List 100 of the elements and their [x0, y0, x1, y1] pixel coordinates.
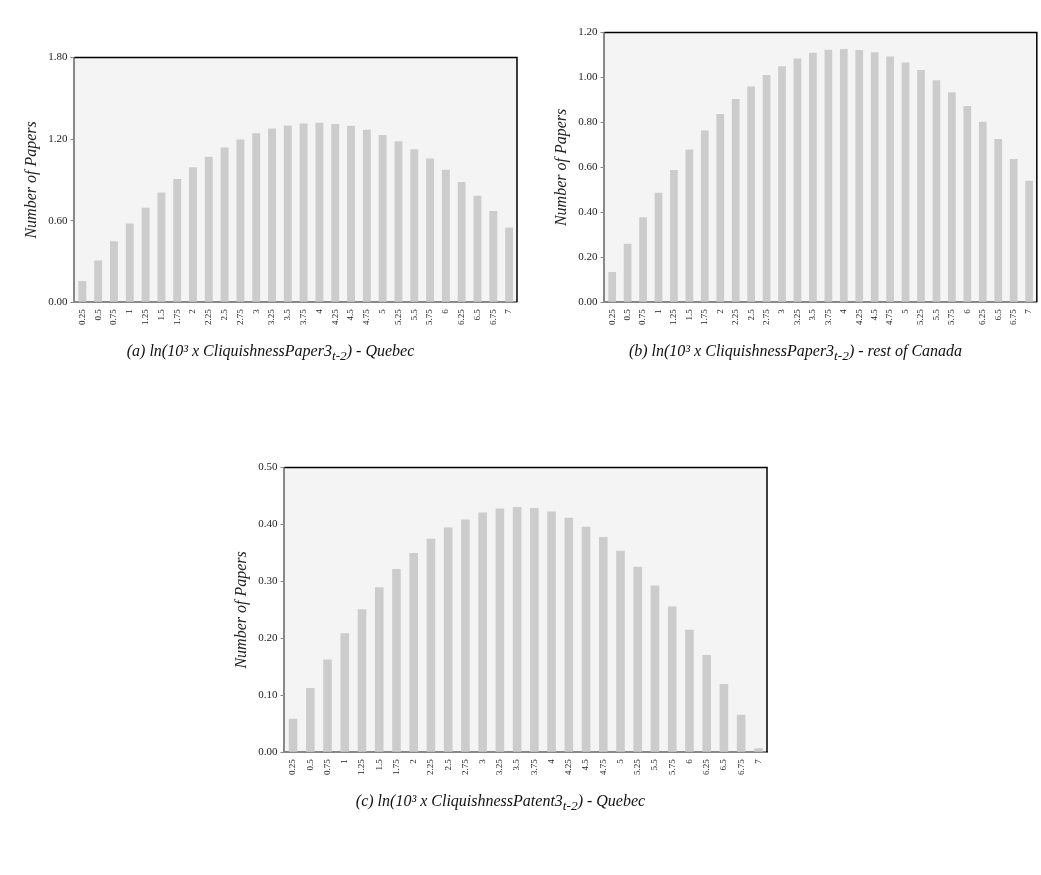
bar [478, 512, 487, 752]
bar [125, 223, 134, 302]
x-tick-label: 1.75 [699, 308, 710, 325]
bar [731, 99, 740, 302]
bar [340, 633, 350, 752]
bar [809, 52, 817, 302]
x-tick-label: 3.5 [282, 308, 293, 321]
bar [670, 170, 678, 302]
x-tick-label: 6.25 [456, 308, 467, 325]
x-tick-label: 6 [683, 758, 694, 764]
x-tick-label: 2 [714, 309, 725, 314]
x-tick-label: 3.25 [791, 308, 802, 325]
x-tick-label: 7 [503, 308, 514, 314]
x-tick-label: 4.5 [345, 308, 356, 321]
bar [948, 92, 956, 302]
bar [608, 271, 617, 302]
bar [716, 113, 725, 302]
x-tick-label: 5.25 [915, 308, 926, 325]
x-tick-label: 6 [961, 308, 972, 314]
bar [978, 121, 987, 302]
x-tick-label: 0.5 [304, 758, 315, 771]
bar [685, 629, 694, 752]
x-tick-label: 5.75 [946, 308, 957, 325]
y-tick-label: 0.00 [578, 295, 598, 308]
x-tick-label: 1.5 [373, 758, 384, 771]
x-tick-label: 0.25 [76, 308, 87, 325]
x-tick-label: 0.5 [621, 308, 632, 321]
x-tick-label: 6 [440, 308, 451, 314]
x-tick-label: 3.5 [807, 308, 818, 321]
bar [1025, 180, 1033, 302]
bar [623, 243, 632, 302]
bar [374, 587, 384, 752]
x-tick-label: 6.75 [1008, 308, 1019, 325]
bar [702, 654, 711, 752]
x-tick-label: 5 [377, 308, 388, 314]
x-tick-label: 3 [776, 308, 787, 314]
x-tick-label: 2.25 [203, 308, 214, 325]
x-tick-label: 5.5 [930, 308, 941, 321]
bar [917, 69, 925, 302]
bar [331, 123, 340, 302]
y-tick-label: 0.20 [258, 631, 278, 644]
bar [762, 75, 771, 302]
bar [633, 566, 643, 752]
x-tick-label: 4.25 [853, 308, 864, 325]
bar [378, 134, 387, 302]
x-tick-label: 0.75 [637, 308, 648, 325]
bar [530, 508, 539, 752]
x-tick-label: 5.5 [649, 758, 660, 771]
x-tick-label: 3.75 [528, 758, 539, 775]
bar [495, 508, 505, 752]
bar [547, 511, 556, 752]
bar [141, 207, 150, 302]
x-tick-label: 3.75 [297, 308, 308, 325]
bar [392, 568, 401, 752]
bar [305, 687, 315, 752]
bar [315, 122, 324, 302]
y-tick-label: 0.10 [258, 688, 278, 701]
bar [824, 49, 833, 302]
x-tick-label: 0.5 [92, 308, 103, 321]
bar [932, 80, 941, 302]
bar [204, 156, 213, 302]
x-tick-label: 4.25 [563, 758, 574, 775]
x-tick-label: 7 [1023, 308, 1034, 314]
bar [654, 192, 663, 302]
text: (c) ln(10³ x CliquishnessPatent3$_{t-2}$) - Quebec [354, 792, 647, 815]
x-tick-label: 6.75 [487, 308, 498, 325]
bar [489, 211, 498, 302]
x-tick-label: 3.75 [822, 308, 833, 325]
x-tick-label: 2.75 [234, 308, 245, 325]
bar [512, 506, 522, 752]
bar [110, 241, 118, 302]
bar [236, 139, 245, 302]
bar [839, 49, 848, 302]
x-tick-label: 1 [124, 309, 135, 314]
x-tick-label: 6.75 [735, 758, 746, 775]
y-axis-title: Number of Papers [21, 121, 40, 240]
x-tick-label: 5.5 [408, 308, 419, 321]
y-tick-label: 0.40 [258, 517, 278, 530]
bar [288, 718, 298, 752]
y-tick-label: 1.20 [48, 132, 68, 145]
x-tick-label: 0.25 [606, 308, 617, 325]
x-tick-label: 2.5 [218, 308, 229, 321]
bar [426, 538, 436, 752]
bar [700, 130, 709, 302]
x-tick-label: 1.5 [683, 308, 694, 321]
x-tick-label: 4 [545, 758, 556, 764]
x-tick-label: 4.75 [361, 308, 372, 325]
x-tick-label: 1.75 [171, 308, 182, 325]
x-tick-label: 2.5 [745, 308, 756, 321]
bar [409, 553, 419, 752]
bar [323, 659, 332, 752]
bar [598, 537, 608, 752]
x-tick-label: 1.5 [155, 308, 166, 321]
y-tick-label: 0.00 [48, 295, 68, 308]
y-tick-label: 0.30 [258, 574, 278, 587]
y-axis-title: Number of Papers [231, 551, 250, 670]
y-axis-title: Number of Papers [551, 108, 570, 228]
bar [268, 128, 276, 302]
bar [283, 125, 292, 302]
x-tick-label: 4 [313, 308, 324, 314]
